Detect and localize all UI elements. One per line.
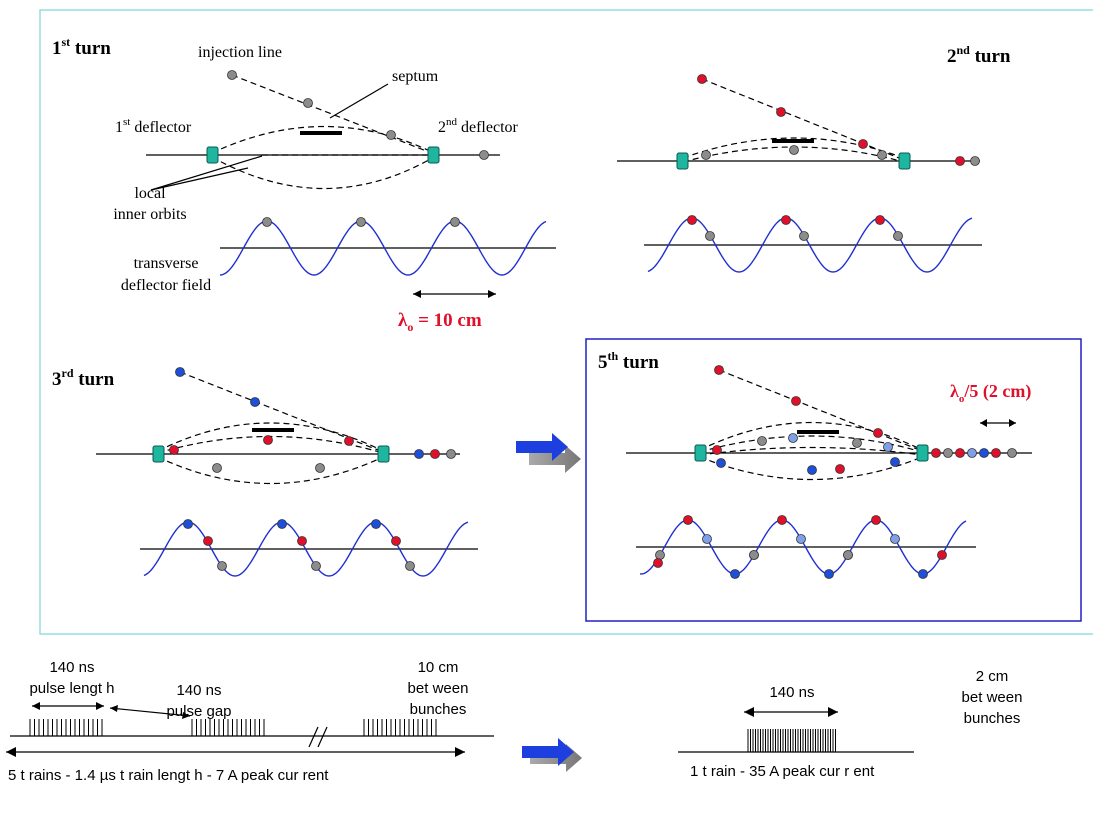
panel3-title: 3rd turn — [52, 366, 115, 390]
panel-first-turn: 1st turn injection line septum 1st defle… — [52, 35, 556, 334]
cm2-label-2: bet ween — [962, 689, 1023, 706]
one-train-label: 1 t rain - 35 A peak cur r ent — [690, 763, 875, 780]
deflector1-label: 1st deflector — [115, 116, 192, 136]
bottom-section: 140 ns pulse lengt h 140 ns pulse gap 10… — [6, 659, 1022, 784]
lambda5-label: λo/5 (2 cm) — [950, 381, 1031, 405]
septum-label: septum — [392, 68, 439, 85]
injection-line-label: injection line — [198, 44, 282, 61]
panel1-title: 1st turn — [52, 35, 111, 59]
orbits-label-1: local — [134, 185, 166, 202]
between-label-2: bet ween — [408, 680, 469, 697]
fifth-turn-box — [585, 338, 1082, 622]
deflector2-label: 2nd deflector — [438, 116, 519, 136]
orbits-label-2: inner orbits — [113, 206, 186, 223]
five-trains-label: 5 t rains - 1.4 µs t rain lengt h - 7 A … — [8, 767, 329, 784]
between-label-3: bunches — [410, 701, 467, 718]
pulse-gap-label-2: pulse gap — [166, 703, 231, 720]
ns140-label: 140 ns — [769, 684, 814, 701]
lambda-label: λo = 10 cm — [398, 310, 482, 334]
between-label-1: 10 cm — [418, 659, 459, 676]
top-frame — [39, 9, 1093, 635]
field-label-1: transverse — [134, 255, 199, 272]
cm2-label-3: bunches — [964, 710, 1021, 727]
panel-second-turn: 2nd turn — [617, 43, 1011, 273]
cm2-label-1: 2 cm — [976, 668, 1009, 685]
panel-third-turn: 3rd turn — [52, 366, 478, 577]
pulse-length-label-1: 140 ns — [49, 659, 94, 676]
panel-fifth-turn: 5th turn λo/5 (2 cm) — [598, 349, 1032, 579]
field-label-2: deflector field — [121, 277, 211, 294]
pulse-length-label-2: pulse lengt h — [29, 680, 114, 697]
panel5-title: 5th turn — [598, 349, 659, 373]
panel2-title: 2nd turn — [947, 43, 1011, 67]
transition-arrow-top — [516, 433, 581, 473]
pulse-gap-label-1: 140 ns — [176, 682, 221, 699]
